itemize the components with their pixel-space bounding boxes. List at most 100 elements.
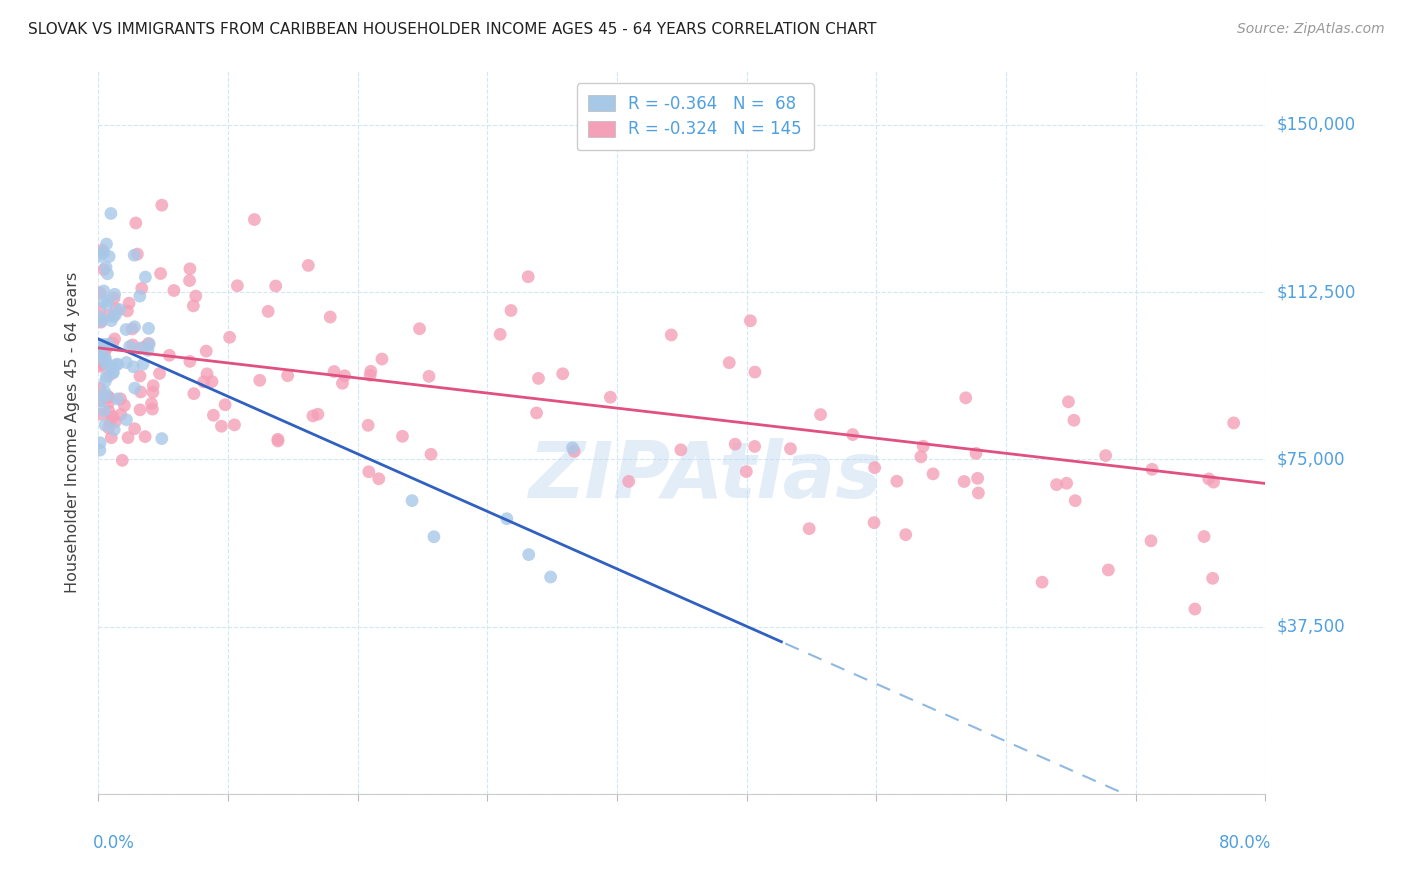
Point xyxy=(179,261,201,276)
Point xyxy=(183,386,205,401)
Point xyxy=(863,516,886,530)
Point xyxy=(894,527,917,541)
Point xyxy=(371,351,394,366)
Point xyxy=(257,304,280,318)
Text: $112,500: $112,500 xyxy=(1277,283,1355,301)
Point xyxy=(226,278,249,293)
Point xyxy=(97,391,120,405)
Point xyxy=(94,374,117,388)
Point xyxy=(124,422,146,436)
Point xyxy=(1094,449,1116,463)
Point xyxy=(799,522,821,536)
Point xyxy=(96,298,118,312)
Point xyxy=(89,393,111,408)
Point xyxy=(91,338,114,352)
Point xyxy=(122,248,145,262)
Point xyxy=(148,367,170,381)
Point xyxy=(418,369,440,384)
Point xyxy=(90,315,112,329)
Legend: R = -0.364   N =  68, R = -0.324   N = 145: R = -0.364 N = 68, R = -0.324 N = 145 xyxy=(576,83,814,150)
Point xyxy=(89,443,111,458)
Point xyxy=(93,337,115,351)
Point xyxy=(810,408,832,422)
Point xyxy=(1063,413,1085,427)
Point xyxy=(150,198,173,212)
Point xyxy=(104,287,127,301)
Text: $75,000: $75,000 xyxy=(1277,450,1346,468)
Point xyxy=(718,356,741,370)
Point xyxy=(323,365,346,379)
Point xyxy=(97,337,120,351)
Point xyxy=(277,368,299,383)
Point xyxy=(966,471,988,485)
Point xyxy=(94,389,117,403)
Point xyxy=(89,285,111,300)
Point xyxy=(863,460,886,475)
Point xyxy=(157,348,180,362)
Text: $150,000: $150,000 xyxy=(1277,116,1355,134)
Point xyxy=(90,344,112,359)
Point xyxy=(740,314,762,328)
Point xyxy=(211,419,233,434)
Point xyxy=(744,440,766,454)
Point xyxy=(1198,472,1220,486)
Point xyxy=(115,413,138,427)
Y-axis label: Householder Income Ages 45 - 64 years: Householder Income Ages 45 - 64 years xyxy=(65,272,80,593)
Point xyxy=(93,262,115,277)
Point xyxy=(744,365,766,379)
Point xyxy=(150,432,173,446)
Point xyxy=(89,359,111,374)
Point xyxy=(96,369,118,384)
Point xyxy=(141,402,163,417)
Text: SLOVAK VS IMMIGRANTS FROM CARIBBEAN HOUSEHOLDER INCOME AGES 45 - 64 YEARS CORREL: SLOVAK VS IMMIGRANTS FROM CARIBBEAN HOUS… xyxy=(28,22,876,37)
Point xyxy=(94,260,117,274)
Point xyxy=(669,442,692,457)
Point xyxy=(195,367,218,381)
Point xyxy=(97,396,120,410)
Point xyxy=(138,336,160,351)
Point xyxy=(115,322,138,336)
Point xyxy=(89,435,111,450)
Point xyxy=(121,322,143,336)
Point xyxy=(922,467,945,481)
Point xyxy=(91,294,114,309)
Point xyxy=(104,308,127,322)
Point xyxy=(1031,575,1053,590)
Point xyxy=(96,340,118,354)
Point xyxy=(1097,563,1119,577)
Point xyxy=(127,247,149,261)
Point xyxy=(599,390,621,404)
Point xyxy=(93,403,115,417)
Point xyxy=(735,465,758,479)
Point xyxy=(121,338,143,352)
Point xyxy=(617,475,640,489)
Point xyxy=(97,293,120,308)
Point xyxy=(218,330,240,344)
Point xyxy=(97,404,120,418)
Point xyxy=(101,365,124,379)
Point xyxy=(264,279,287,293)
Point xyxy=(128,289,150,303)
Point xyxy=(1184,602,1206,616)
Point xyxy=(267,434,290,448)
Point xyxy=(91,339,114,353)
Point xyxy=(1192,530,1215,544)
Point xyxy=(195,344,218,359)
Point xyxy=(129,369,152,384)
Point xyxy=(94,418,117,433)
Point xyxy=(124,319,146,334)
Point xyxy=(367,472,389,486)
Text: $37,500: $37,500 xyxy=(1277,617,1346,636)
Point xyxy=(183,299,205,313)
Point xyxy=(93,245,115,260)
Point xyxy=(90,356,112,370)
Point xyxy=(953,475,976,489)
Point xyxy=(408,322,430,336)
Point xyxy=(179,354,201,368)
Point xyxy=(1064,493,1087,508)
Point xyxy=(967,486,990,500)
Point xyxy=(131,281,153,295)
Point xyxy=(93,284,115,298)
Point xyxy=(91,244,114,258)
Point xyxy=(391,429,413,443)
